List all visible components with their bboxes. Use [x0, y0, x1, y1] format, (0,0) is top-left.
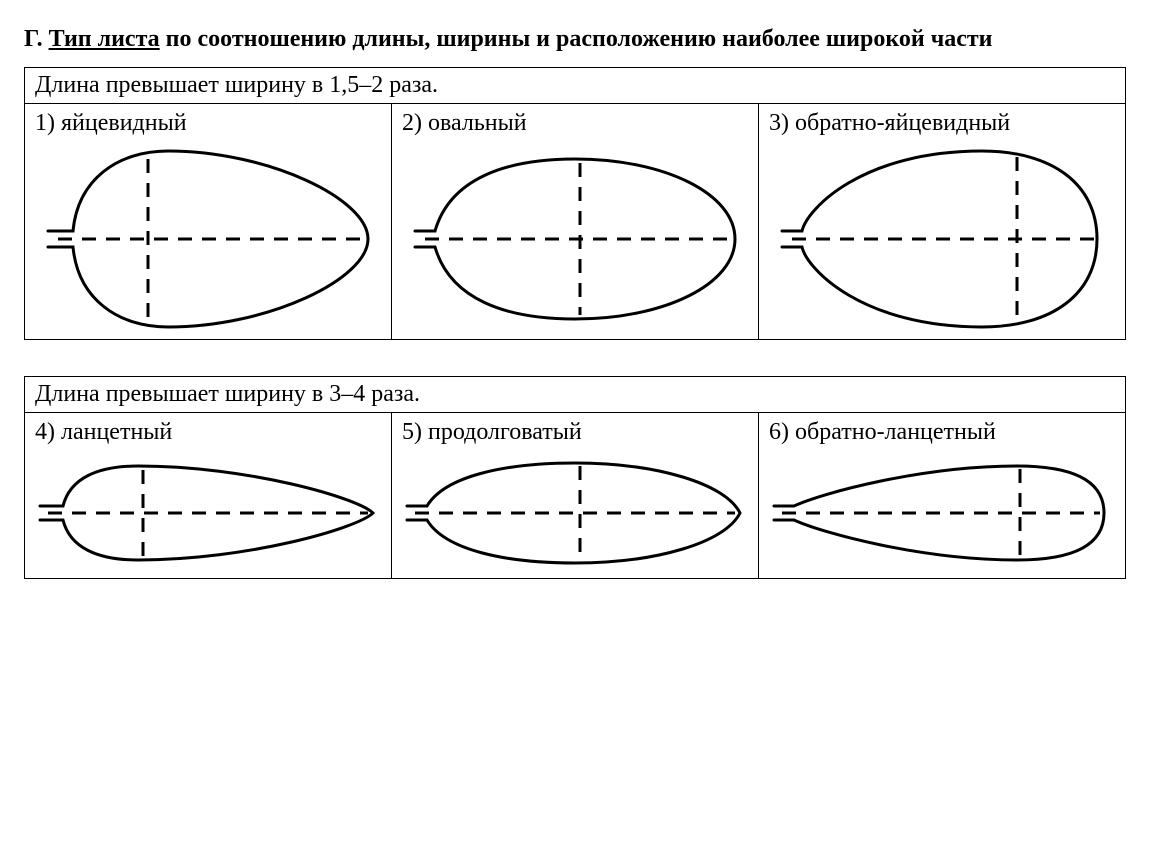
cell-label: 3) обратно-яйцевидный	[759, 104, 1125, 139]
leaf-group: Длина превышает ширину в 3–4 раза.4) лан…	[24, 376, 1126, 579]
leaf-cell: 4) ланцетный	[25, 413, 392, 578]
leaf-cell: 5) продолговатый	[392, 413, 759, 578]
leaf-cell: 1) яйцевидный	[25, 104, 392, 339]
leaf-figure	[759, 139, 1125, 339]
cell-label: 5) продолговатый	[392, 413, 758, 448]
title-underlined: Тип листа	[49, 26, 160, 52]
leaf-group: Длина превышает ширину в 1,5–2 раза.1) я…	[24, 67, 1126, 340]
cell-label: 2) овальный	[392, 104, 758, 139]
cells-row: 4) ланцетный5) продолговатый6) обратно-л…	[25, 413, 1125, 578]
leaf-cell: 6) обратно-ланцетный	[759, 413, 1125, 578]
leaf-figure	[392, 139, 758, 339]
cells-row: 1) яйцевидный2) овальный3) обратно-яйцев…	[25, 104, 1125, 339]
leaf-cell: 3) обратно-яйцевидный	[759, 104, 1125, 339]
cell-label: 6) обратно-ланцетный	[759, 413, 1125, 448]
leaf-figure	[25, 448, 391, 578]
group-header: Длина превышает ширину в 3–4 раза.	[25, 377, 1125, 413]
group-header: Длина превышает ширину в 1,5–2 раза.	[25, 68, 1125, 104]
leaf-figure	[25, 139, 391, 339]
cell-label: 4) ланцетный	[25, 413, 391, 448]
cell-label: 1) яйцевидный	[25, 104, 391, 139]
section-title: Г. Тип листа по соотношению длины, ширин…	[24, 24, 1126, 55]
title-prefix: Г.	[24, 26, 49, 52]
leaf-figure	[392, 448, 758, 578]
title-suffix: по соотношению длины, ширины и расположе…	[160, 26, 993, 52]
leaf-cell: 2) овальный	[392, 104, 759, 339]
leaf-figure	[759, 448, 1125, 578]
groups-container: Длина превышает ширину в 1,5–2 раза.1) я…	[24, 67, 1126, 579]
